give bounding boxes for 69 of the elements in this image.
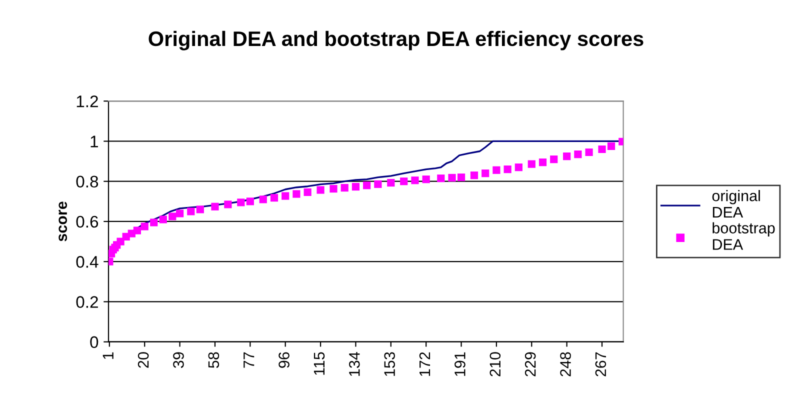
point	[270, 194, 278, 202]
point	[400, 178, 408, 186]
point	[168, 212, 176, 220]
point	[150, 218, 158, 226]
point	[304, 188, 312, 196]
point	[374, 180, 382, 188]
x-tick-label: 115	[314, 352, 325, 375]
point	[224, 200, 232, 208]
x-tick-label: 58	[208, 352, 220, 368]
point	[504, 166, 512, 174]
point	[352, 182, 360, 191]
point	[538, 158, 547, 166]
point	[176, 210, 184, 218]
point	[550, 155, 558, 164]
y-tick-label: 0.8	[76, 176, 98, 188]
point	[492, 166, 500, 174]
point	[259, 196, 267, 204]
point	[482, 170, 490, 178]
point	[470, 172, 478, 180]
y-axis-title: score	[58, 202, 68, 242]
point	[237, 198, 245, 206]
point	[116, 238, 124, 246]
point	[187, 208, 195, 216]
point	[246, 198, 254, 206]
point	[411, 176, 419, 184]
point	[598, 145, 606, 154]
point	[574, 150, 582, 158]
point	[514, 164, 522, 172]
x-tick-label: 210	[490, 352, 501, 376]
y-tick-label: 0.2	[76, 296, 98, 308]
point	[585, 148, 593, 156]
point	[448, 174, 456, 182]
point	[133, 226, 142, 234]
x-tick-label: 153	[384, 352, 396, 376]
point	[140, 222, 148, 230]
point	[282, 192, 290, 200]
x-tick-label: 20	[138, 352, 149, 368]
point	[292, 190, 300, 198]
y-tick-label: 0	[90, 336, 98, 348]
x-tick-label: 191	[454, 352, 466, 376]
point	[159, 216, 167, 224]
y-tick-label: 0.6	[76, 216, 98, 228]
x-tick-label: 39	[173, 352, 184, 368]
x-tick-label: 229	[524, 352, 536, 376]
y-tick-label: 1	[90, 136, 98, 148]
x-tick-label: 96	[278, 352, 290, 368]
y-tick-label: 0.4	[76, 256, 98, 268]
point	[387, 178, 395, 187]
point	[457, 174, 466, 182]
point	[528, 160, 536, 168]
point	[211, 202, 219, 210]
point	[196, 206, 204, 214]
legend-label: bootstrap DEA	[712, 222, 775, 250]
point	[437, 174, 445, 182]
x-tick-label: 134	[349, 352, 360, 376]
point	[363, 182, 371, 190]
point	[607, 142, 616, 150]
x-tick-label: 172	[419, 352, 430, 376]
x-tick-label: 1	[102, 352, 114, 359]
point	[316, 186, 324, 194]
x-tick-label: 248	[560, 352, 571, 376]
point	[330, 184, 338, 193]
point	[340, 184, 348, 192]
x-tick-label: 267	[595, 352, 606, 376]
point	[563, 152, 571, 160]
y-tick-label: 1.2	[76, 95, 98, 108]
chart-title: Original DEA and bootstrap DEA efficiency scores	[148, 30, 644, 50]
x-tick-label: 77	[244, 352, 254, 368]
point	[422, 176, 430, 184]
